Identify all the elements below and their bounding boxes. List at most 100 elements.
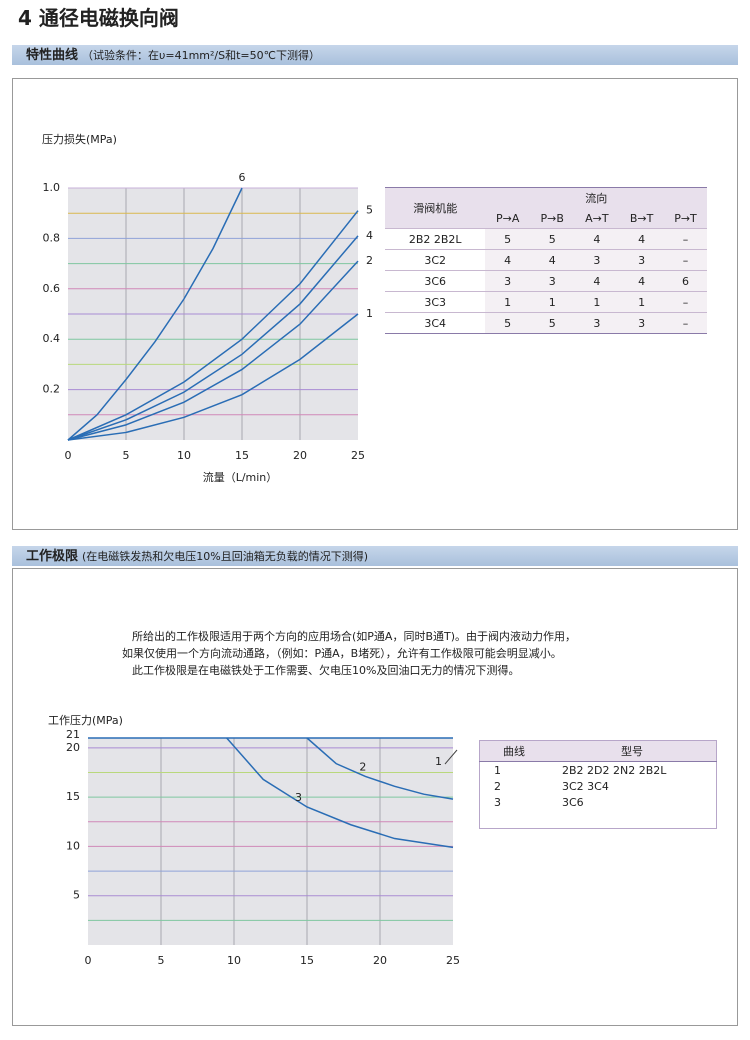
series-label: 2 — [366, 254, 373, 267]
y-tick-label: 20 — [66, 741, 80, 754]
leader — [444, 749, 458, 765]
table-row: 3C2 4 4 3 3– — [385, 249, 707, 271]
table-cell: 2B2 2D2 2N2 2B2L — [562, 763, 667, 777]
curve — [226, 737, 454, 849]
table-row: 3C4 5 5 3 3– — [385, 312, 707, 334]
x-tick-label: 5 — [123, 449, 130, 462]
table-cell: 3 — [529, 270, 575, 292]
table-cell: 4 — [574, 270, 620, 292]
y-axis-label: 压力损失(MPa) — [42, 132, 117, 146]
table-cell: 3 — [619, 249, 664, 271]
header-row: P→A P→B A→T B→T P→T — [385, 208, 707, 229]
table-row: 1 2B2 2D2 2N2 2B2L — [480, 762, 717, 779]
table-row: 2B2 2B2L 5 5 4 4– — [385, 228, 707, 250]
series-label: 5 — [366, 204, 373, 217]
table-cell: 3 — [574, 249, 620, 271]
x-tick-label: 25 — [446, 954, 460, 967]
x-tick-label: 10 — [227, 954, 241, 967]
section-note: （试验条件：在υ=41mm²/S和t=50℃下测得） — [82, 49, 321, 62]
table-cell: – — [663, 312, 707, 334]
table-cell: 3C6 — [562, 795, 584, 809]
table-cell: 1 — [619, 291, 664, 313]
x-tick-label: 20 — [373, 954, 387, 967]
table-cell: 5 — [529, 228, 575, 250]
table-cell: 4 — [485, 249, 530, 271]
table-cell: 1 — [529, 291, 575, 313]
table-cell: 3C2 — [385, 249, 486, 271]
section-title: 特性曲线 — [26, 48, 79, 63]
table-cell: 3 — [574, 312, 620, 334]
table-cell: 5 — [485, 228, 530, 250]
header-cell: P→B — [529, 208, 575, 229]
series-label: 1 — [435, 755, 442, 768]
table-cell: 3 — [494, 795, 501, 809]
table-row: 2 3C2 3C4 — [480, 778, 717, 794]
x-axis-label: 流量（L/min） — [203, 470, 278, 484]
series-label: 3 — [295, 791, 302, 804]
table-cell: 3C2 3C4 — [562, 779, 609, 793]
table-cell: – — [663, 228, 707, 250]
table-cell: 1 — [485, 291, 530, 313]
series-label: 6 — [239, 171, 246, 184]
header-cell: B→T — [619, 208, 664, 229]
table-cell: 2 — [494, 779, 501, 793]
panel — [12, 568, 738, 1026]
section-bar: 工作极限 (在电磁铁发热和欠电压10%且回油箱无负载的情况下测得) — [12, 546, 738, 566]
curve — [67, 260, 359, 441]
x-tick-label: 15 — [235, 449, 249, 462]
plot-area — [88, 738, 453, 945]
header-cell: 流向 — [485, 187, 707, 208]
x-tick-label: 0 — [65, 449, 72, 462]
y-tick-label: 0.2 — [43, 383, 61, 396]
table-cell: 3C4 — [385, 312, 486, 334]
series-label: 2 — [359, 760, 366, 773]
header-row: 滑阀机能 流向 — [385, 187, 707, 229]
y-tick-label: 10 — [66, 839, 80, 852]
curve — [306, 737, 454, 800]
text-line: 如果仅使用一个方向流动通路，（例如：P通A，B堵死），允许有工作极限可能会明显减… — [122, 647, 562, 660]
text-line: 所给出的工作极限适用于两个方向的应用场合(如P通A，同时B通T)。由于阀内液动力… — [132, 630, 577, 643]
table-cell: 4 — [529, 249, 575, 271]
table-row: 3 3C6 — [480, 794, 717, 810]
y-tick-label: 5 — [73, 889, 80, 902]
series-label: 4 — [366, 229, 373, 242]
table-row: 3C3 1 1 1 1– — [385, 291, 707, 313]
table-cell: 4 — [619, 270, 664, 292]
table-cell: – — [663, 249, 707, 271]
paragraph: 所给出的工作极限适用于两个方向的应用场合(如P通A，同时B通T)。由于阀内液动力… — [60, 628, 700, 679]
x-tick-label: 10 — [177, 449, 191, 462]
table-cell: 5 — [485, 312, 530, 334]
table-cell: 6 — [663, 270, 707, 292]
table-cell: 2B2 2B2L — [385, 228, 486, 250]
header-cell: P→T — [663, 208, 707, 229]
table: 曲线 型号 1 2B2 2D2 2N2 2B2L 2 3C2 3C4 3 3C6 — [479, 740, 717, 829]
panel — [12, 78, 738, 530]
table-cell: – — [663, 291, 707, 313]
curve — [67, 187, 243, 441]
table: 滑阀机能 流向 P→A P→B A→T B→T P→T 2B2 2B2L 5 5 4 4–3C2 4 4 3… — [385, 187, 707, 334]
table-cell: 1 — [494, 763, 501, 777]
header-cell: P→A — [485, 208, 530, 229]
table-cell: 5 — [529, 312, 575, 334]
table-row: 3C6 3 3 4 4 6 — [385, 270, 707, 292]
section-title: 工作极限 — [26, 549, 79, 564]
curve — [67, 235, 359, 441]
curve — [67, 313, 359, 441]
table-cell: 3 — [485, 270, 530, 292]
page-title: 4 通径电磁换向阀 — [18, 6, 179, 30]
table-cell: 3C6 — [385, 270, 486, 292]
table-cell: 1 — [574, 291, 620, 313]
section-note: (在电磁铁发热和欠电压10%且回油箱无负载的情况下测得) — [82, 550, 369, 563]
header-cell: 曲线 — [479, 740, 548, 762]
table-cell: 4 — [619, 228, 664, 250]
y-tick-label: 0.6 — [43, 282, 61, 295]
table-cell: 3 — [619, 312, 664, 334]
x-tick-label: 5 — [158, 954, 165, 967]
y-tick-label: 0.4 — [43, 332, 61, 345]
header-cell: 滑阀机能 — [385, 187, 486, 229]
y-tick-label: 0.8 — [43, 231, 61, 244]
y-tick-label: 1.0 — [43, 181, 61, 194]
y-tick-label: 21 — [66, 728, 80, 741]
